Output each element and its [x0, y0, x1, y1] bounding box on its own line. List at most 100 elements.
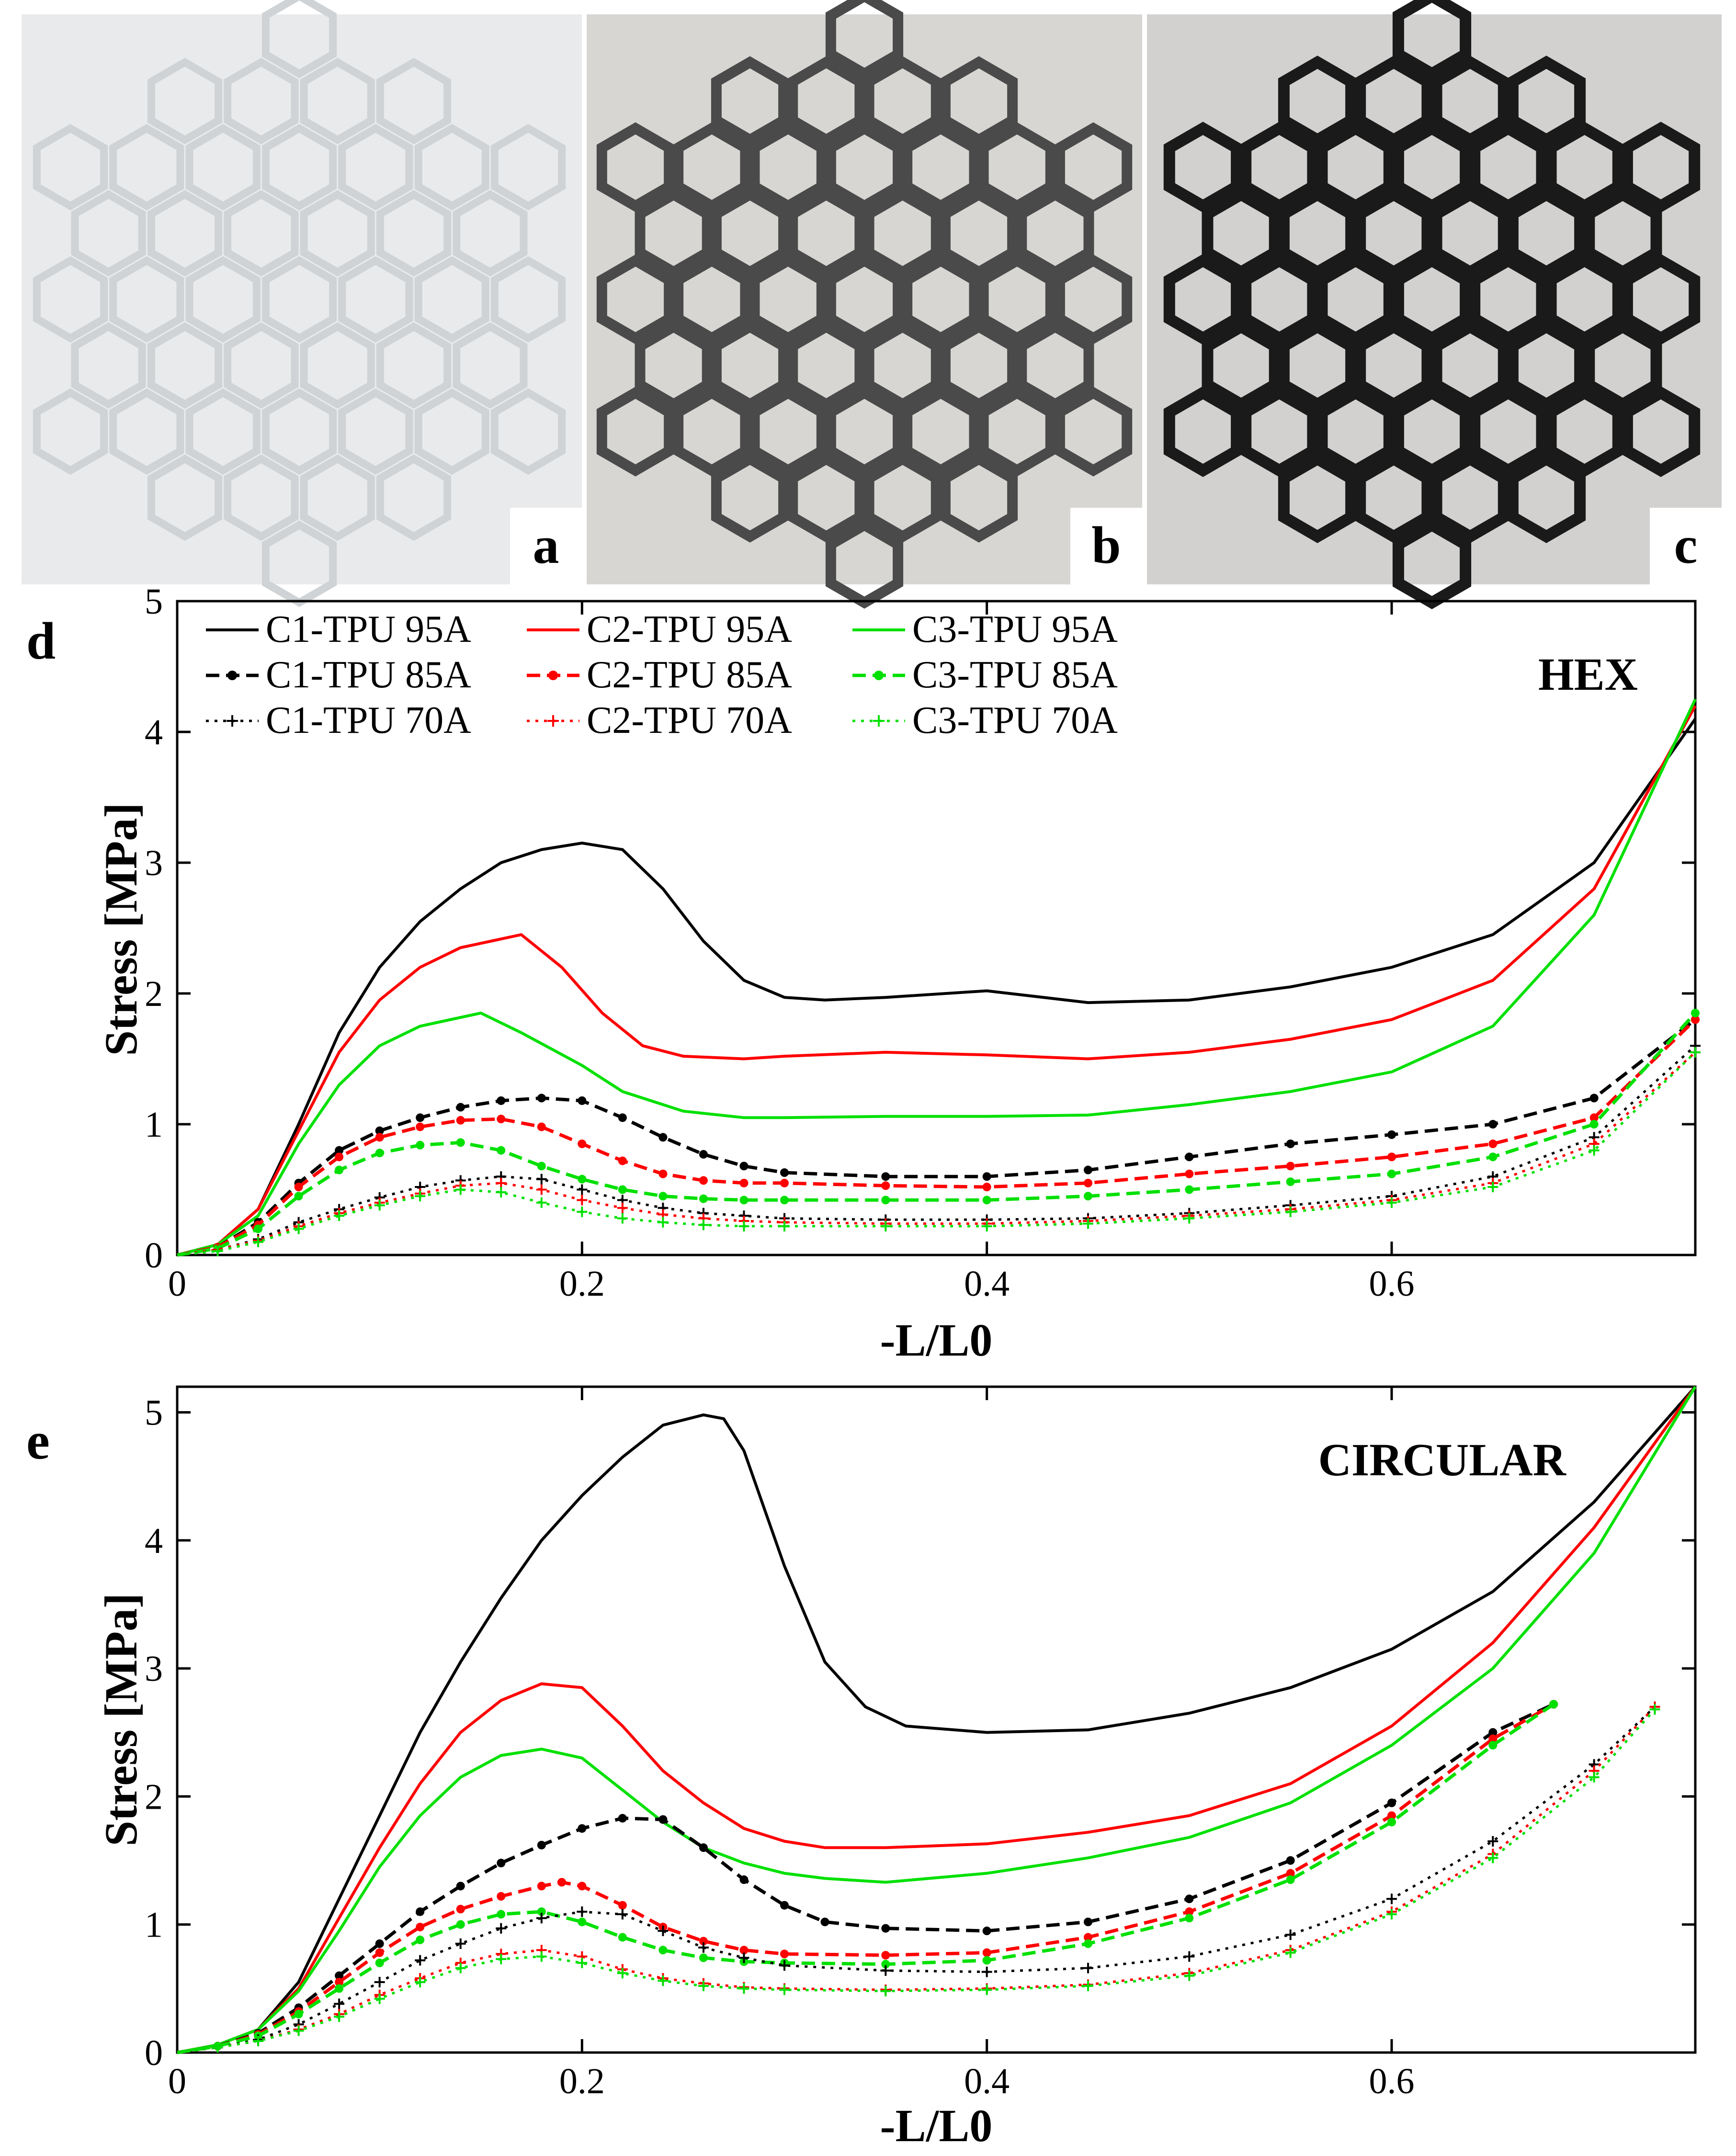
- hex-data-point: [374, 1200, 385, 1211]
- circular-data-point: [1488, 1741, 1498, 1750]
- hex-x-tick-label: 0.2: [559, 1264, 605, 1304]
- hex-data-point: [1690, 1047, 1701, 1058]
- hex-data-point: [1588, 1145, 1600, 1156]
- honeycomb-cell: [978, 122, 1056, 212]
- legend-label: C3-TPU 70A: [912, 699, 1118, 741]
- hex-data-point: [254, 1224, 263, 1233]
- honeycomb-cell: [300, 454, 375, 541]
- photo-panel-c: c: [1147, 0, 1722, 609]
- hex-data-point: [982, 1183, 991, 1192]
- circular-data-point: [1387, 1817, 1396, 1826]
- circular-y-tick-label: 3: [145, 1649, 163, 1689]
- honeycomb-cell: [825, 519, 904, 609]
- photo-a-label: a: [533, 516, 559, 574]
- hex-data-point: [536, 1197, 547, 1208]
- circular-data-point: [1487, 1836, 1498, 1847]
- circular-data-point: [253, 2035, 264, 2046]
- honeycomb-cell: [825, 122, 904, 212]
- hex-data-point: [456, 1103, 465, 1112]
- honeycomb-cell: [1240, 386, 1319, 477]
- honeycomb-cell: [490, 256, 566, 343]
- honeycomb-cell: [673, 387, 751, 477]
- hex-data-point: [375, 1133, 384, 1142]
- circular-data-point: [617, 1909, 628, 1920]
- circular-series-line: [177, 1702, 1554, 2054]
- legend-label: C2-TPU 70A: [587, 699, 792, 741]
- honeycomb-cell: [185, 256, 261, 343]
- honeycomb-cell: [825, 387, 904, 477]
- circular-y-tick-label: 4: [145, 1521, 163, 1561]
- circular-data-point: [577, 1906, 588, 1917]
- honeycomb-cell: [261, 520, 337, 607]
- honeycomb-cell: [453, 322, 528, 409]
- honeycomb-cell: [1202, 320, 1281, 411]
- hex-y-tick-label: 2: [145, 974, 163, 1014]
- circular-data-point: [1387, 1811, 1396, 1820]
- legend-marker: [547, 715, 559, 727]
- honeycomb-cell: [902, 122, 980, 212]
- honeycomb-cell: [147, 57, 223, 145]
- x-axis-title-circular: -L/L0: [880, 2100, 993, 2151]
- circular-data-point: [1083, 1981, 1093, 1991]
- circular-data-point: [1184, 1951, 1195, 1962]
- honeycomb-cell: [300, 190, 375, 277]
- circular-data-point: [415, 1955, 426, 1966]
- chart-circular: e 0 0.2 0.4 0.6 0 1 2 3 4 5 CIRCULAR -L/L0 Stress…: [26, 1385, 1697, 2151]
- hex-data-point: [497, 1146, 506, 1155]
- circular-data-point: [1185, 1907, 1194, 1916]
- honeycomb-cell: [109, 388, 184, 475]
- honeycomb-cell: [71, 322, 146, 409]
- circular-data-point: [557, 1878, 567, 1887]
- hex-series-line: [177, 718, 1697, 1256]
- honeycomb-cell: [1354, 320, 1433, 411]
- circular-data-point: [212, 2042, 223, 2053]
- circular-data-point: [578, 1824, 587, 1833]
- honeycomb-cell: [376, 322, 452, 409]
- circular-data-point: [982, 1927, 991, 1936]
- honeycomb-cell: [940, 188, 1018, 278]
- circular-y-tick-label: 5: [145, 1392, 163, 1433]
- legend-marker: [874, 671, 884, 680]
- circular-data-point: [456, 1920, 465, 1929]
- honeycomb-cell: [261, 388, 337, 475]
- honeycomb-cell: [1392, 122, 1472, 213]
- hex-data-point: [618, 1156, 627, 1165]
- honeycomb-cell: [1430, 320, 1509, 411]
- hex-data-point: [618, 1113, 627, 1122]
- hex-x-tick-label: 0.4: [964, 1264, 1010, 1304]
- hex-data-point: [497, 1115, 506, 1124]
- circular-data-point: [779, 1985, 790, 1996]
- hex-data-point: [1286, 1139, 1295, 1148]
- honeycomb-cell: [1240, 254, 1319, 345]
- circular-data-point: [1185, 1894, 1194, 1904]
- honeycomb-cell: [33, 256, 108, 343]
- circular-data-point: [1084, 1917, 1092, 1927]
- circular-data-point: [739, 1875, 749, 1884]
- honeycomb-cell: [338, 256, 413, 343]
- honeycomb-cell: [147, 322, 223, 409]
- circular-x-tick-label: 0.2: [559, 2061, 605, 2101]
- hex-data-point: [416, 1141, 425, 1150]
- circular-data-point: [1549, 1700, 1558, 1709]
- honeycomb-cell: [1278, 56, 1357, 147]
- circular-data-point: [293, 2025, 304, 2036]
- hex-data-point: [881, 1181, 890, 1190]
- honeycomb-cell: [1163, 386, 1243, 477]
- circular-x-tick-label: 0.4: [964, 2061, 1010, 2101]
- honeycomb-specimen-a: [33, 0, 566, 607]
- circular-data-point: [738, 1983, 749, 1994]
- hex-data-point: [1589, 1094, 1599, 1103]
- hex-data-point: [1487, 1182, 1498, 1193]
- honeycomb-cell: [1469, 254, 1548, 345]
- circular-data-point: [496, 1953, 507, 1964]
- hex-data-point: [780, 1168, 789, 1177]
- circular-x-tick-label: 0.6: [1369, 2061, 1415, 2101]
- circular-data-point: [335, 1977, 344, 1986]
- circular-data-point: [335, 1984, 344, 1993]
- circular-data-point: [415, 1976, 426, 1987]
- hex-data-point: [1285, 1206, 1296, 1217]
- circular-data-point: [537, 1907, 546, 1916]
- circular-data-point: [375, 1939, 384, 1948]
- honeycomb-cell: [1392, 518, 1472, 609]
- hex-data-point: [699, 1176, 708, 1185]
